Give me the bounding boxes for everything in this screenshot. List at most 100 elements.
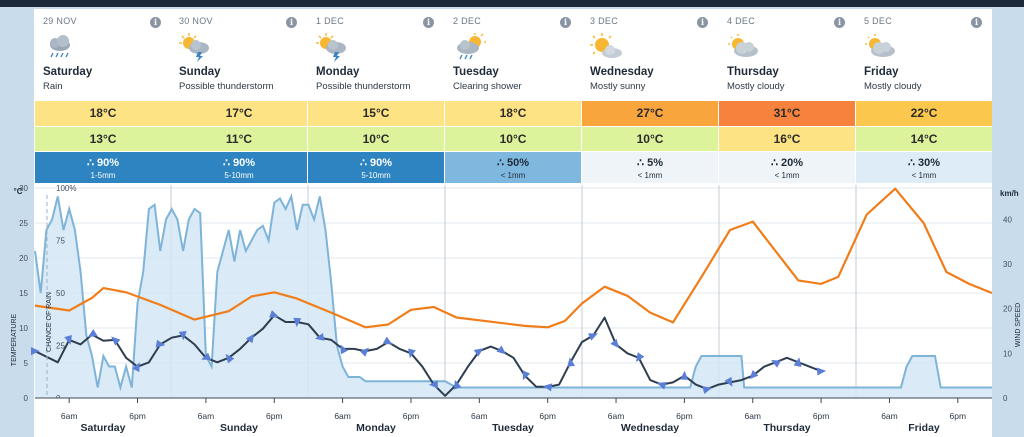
sun-shower-icon	[453, 33, 487, 63]
wind-tick-label: 30	[1003, 260, 1012, 269]
temperature-tick-label: 30	[19, 184, 28, 193]
min-temperature: 10°C	[308, 127, 444, 151]
day-column-friday[interactable]: 5 DEC i Friday Mostly cloudy 22°C 14°C ∴ 30% < …	[856, 9, 992, 183]
wind-direction-arrow	[428, 380, 438, 389]
rain-percent: ∴ 90%	[359, 157, 393, 169]
wind-direction-arrow	[793, 357, 802, 368]
sun-thunderstorm-icon	[179, 33, 213, 63]
x-day-label: Wednesday	[621, 422, 679, 434]
rain-chance: ∴ 90% 5-10mm	[171, 152, 307, 183]
wind-direction-arrow	[382, 336, 393, 345]
rain-amount: < 1mm	[500, 171, 526, 180]
min-temperature: 10°C	[445, 127, 581, 151]
wind-direction-arrow	[155, 339, 166, 348]
rain-amount: 1-5mm	[90, 171, 116, 180]
rain-amount: < 1mm	[911, 171, 937, 180]
wind-tick-label: 40	[1003, 215, 1012, 224]
day-date: 1 DEC	[316, 16, 345, 26]
day-column-thursday[interactable]: 4 DEC i Thursday Mostly cloudy 31°C 16°C ∴ 20%…	[719, 9, 855, 183]
wind-direction-arrow	[359, 347, 369, 357]
rain-tick-label: 50	[56, 289, 65, 298]
x-tick-label: 6am	[471, 411, 488, 421]
wind-direction-arrow	[453, 379, 462, 390]
min-temperature: 10°C	[582, 127, 718, 151]
sun-thunderstorm-icon	[316, 33, 350, 63]
wind-direction-arrow	[636, 352, 645, 362]
day-column-sunday[interactable]: 30 NOV i Sunday Possible thunderstorm 17°C 11…	[171, 9, 307, 183]
wind-direction-arrow	[771, 359, 781, 368]
info-icon[interactable]: i	[560, 17, 571, 28]
day-column-tuesday[interactable]: 2 DEC i Tuesday Clearing shower 18°C 10°C ∴ 50…	[445, 9, 581, 183]
rain-percent: ∴ 30%	[907, 157, 941, 169]
temperature-tick-label: 5	[24, 359, 29, 368]
wind-direction-arrow	[496, 345, 506, 355]
top-bar	[0, 0, 1024, 7]
max-temperature: 18°C	[445, 101, 581, 126]
x-tick-label: 6pm	[539, 411, 556, 421]
max-temperature: 17°C	[171, 101, 307, 126]
rain-percent: ∴ 20%	[770, 157, 804, 169]
rain-amount: < 1mm	[637, 171, 663, 180]
wind-axis-label: WIND SPEED	[1015, 303, 1022, 347]
day-date: 29 NOV	[43, 16, 77, 26]
x-tick-label: 6pm	[266, 411, 283, 421]
wind-direction-arrow	[340, 344, 349, 355]
day-description: Mostly cloudy	[864, 81, 922, 92]
temperature-tick-label: 10	[19, 324, 28, 333]
wind-tick-label: 0	[1003, 394, 1008, 403]
day-column-wednesday[interactable]: 3 DEC i Wednesday Mostly sunny 27°C 10°C ∴ 5% <…	[582, 9, 718, 183]
max-temperature: 27°C	[582, 101, 718, 126]
day-description: Possible thunderstorm	[316, 81, 411, 92]
mostly-sunny-icon	[590, 33, 624, 63]
min-temperature: 16°C	[719, 127, 855, 151]
info-icon[interactable]: i	[697, 17, 708, 28]
rain-chance-area	[35, 196, 992, 398]
x-tick-label: 6pm	[676, 411, 693, 421]
day-description: Clearing shower	[453, 81, 522, 92]
day-date: 4 DEC	[727, 16, 756, 26]
x-tick-label: 6pm	[403, 411, 420, 421]
x-tick-label: 6am	[881, 411, 898, 421]
day-description: Possible thunderstorm	[179, 81, 274, 92]
min-temperature: 14°C	[856, 127, 992, 151]
wind-direction-arrow	[314, 332, 325, 341]
rain-percent: ∴ 50%	[496, 157, 530, 169]
mostly-cloudy-icon	[727, 33, 761, 63]
rain-chance: ∴ 90% 1-5mm	[35, 152, 171, 183]
info-icon[interactable]: i	[150, 17, 161, 28]
x-tick-label: 6pm	[813, 411, 830, 421]
day-column-saturday[interactable]: 29 NOV i Saturday Rain 18°C 13°C ∴ 90% 1-5mm	[35, 9, 171, 183]
wind-direction-arrow	[201, 352, 212, 361]
info-icon[interactable]: i	[423, 17, 434, 28]
temperature-tick-label: 20	[19, 254, 28, 263]
rain-amount: 5-10mm	[361, 171, 391, 180]
day-description: Mostly cloudy	[727, 81, 785, 92]
day-name: Monday	[316, 66, 360, 78]
rain-tick-label: 100%	[56, 184, 76, 193]
rain-amount: < 1mm	[774, 171, 800, 180]
day-date: 30 NOV	[179, 16, 213, 26]
wind-direction-arrow	[111, 336, 121, 346]
wind-direction-arrow	[542, 383, 553, 392]
info-icon[interactable]: i	[286, 17, 297, 28]
day-name: Thursday	[727, 66, 779, 78]
rain-chance: ∴ 50% < 1mm	[445, 152, 581, 183]
wind-direction-arrow	[473, 348, 484, 357]
x-tick-label: 6pm	[950, 411, 967, 421]
info-icon[interactable]: i	[971, 17, 982, 28]
rain-axis-label: CHANCE OF RAIN	[46, 292, 53, 352]
day-column-monday[interactable]: 1 DEC i Monday Possible thunderstorm 15°C 10°…	[308, 9, 444, 183]
day-name: Saturday	[43, 66, 93, 78]
rain-percent: ∴ 90%	[222, 157, 256, 169]
info-icon[interactable]: i	[834, 17, 845, 28]
x-tick-label: 6am	[334, 411, 351, 421]
max-temperature: 22°C	[856, 101, 992, 126]
rain-chance: ∴ 20% < 1mm	[719, 152, 855, 183]
wind-direction-arrow	[408, 348, 416, 359]
rain-chance: ∴ 30% < 1mm	[856, 152, 992, 183]
rain-cloud-icon	[43, 33, 77, 63]
wind-direction-arrow	[293, 317, 302, 327]
wind-direction-arrow	[702, 386, 713, 394]
wind-direction-arrow	[680, 370, 689, 380]
x-tick-label: 6am	[744, 411, 761, 421]
